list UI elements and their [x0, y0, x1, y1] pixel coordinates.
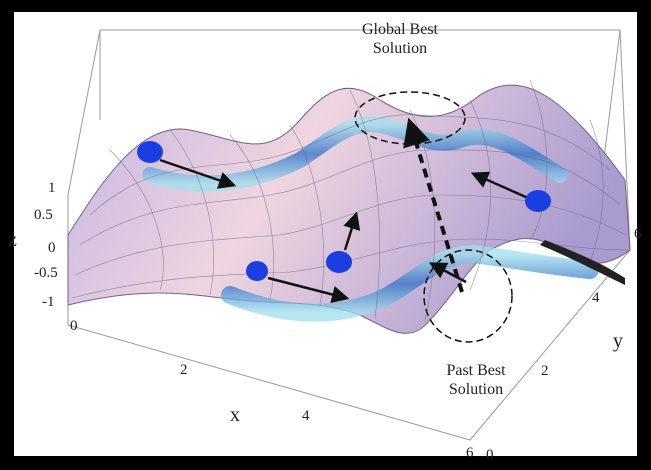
past-best-label: Past Best Solution	[426, 361, 526, 399]
global-best-label-line-1: Global Best	[362, 21, 438, 38]
surface-mesh	[71, 79, 629, 323]
arrow-particle-1	[159, 158, 237, 189]
global-best-label-line-2: Solution	[372, 40, 428, 57]
y-tick: 4	[592, 290, 600, 306]
z-tick: -1	[42, 294, 55, 310]
z-tick: 1	[48, 180, 56, 196]
global-best-region	[354, 91, 466, 145]
z-tick: 0.5	[34, 207, 53, 223]
arrow-past-best-local	[428, 262, 467, 284]
y-tick: 6	[634, 226, 642, 242]
particle-1	[137, 141, 163, 163]
particle-3	[326, 251, 352, 273]
y-axis-label: y	[613, 330, 623, 352]
past-best-region	[423, 249, 513, 343]
past-best-label-line-2: Solution	[448, 381, 504, 398]
x-tick: 6	[466, 445, 474, 461]
x-tick: 4	[302, 408, 310, 424]
past-best-label-line-1: Past Best	[446, 362, 506, 379]
x-tick-origin: 0	[70, 318, 78, 334]
z-axis-label: z	[8, 229, 17, 251]
arrow-particle-2	[470, 171, 529, 200]
particle-2	[525, 190, 551, 212]
y-tick: 0	[486, 447, 494, 463]
x-axis-label: x	[230, 404, 240, 426]
upper-valley	[142, 116, 568, 192]
y-tick: 2	[541, 363, 549, 379]
arrow-particle-3	[343, 211, 361, 251]
ridge-shadow	[540, 240, 625, 285]
z-tick: 0	[48, 240, 56, 256]
velocity-arrows	[159, 117, 529, 303]
z-tick: -0.5	[34, 265, 58, 281]
global-best-label: Global Best Solution	[345, 20, 455, 58]
particle-4	[246, 261, 268, 281]
lower-valley	[221, 245, 599, 322]
arrow-particle-4	[267, 276, 350, 303]
x-tick: 2	[180, 362, 188, 378]
particles	[137, 141, 551, 281]
